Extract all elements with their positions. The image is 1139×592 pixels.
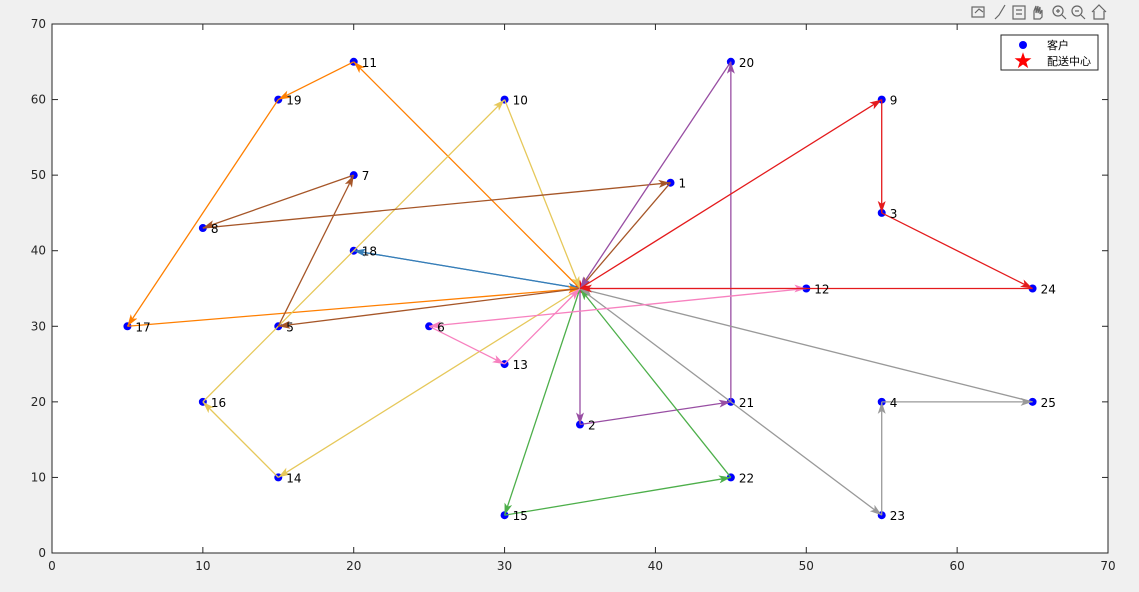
route-segment xyxy=(579,182,672,289)
route-segment xyxy=(126,99,279,327)
legend-marker xyxy=(1014,52,1032,69)
point-label: 25 xyxy=(1041,396,1056,410)
route-segment xyxy=(504,288,581,365)
route-segment xyxy=(202,174,354,229)
point-label: 13 xyxy=(513,358,528,372)
route-segment xyxy=(579,287,883,516)
point-label: 1 xyxy=(679,177,687,191)
x-tick-label: 60 xyxy=(950,559,965,573)
route-segment xyxy=(579,99,883,290)
route-segment xyxy=(277,61,355,101)
point-label: 24 xyxy=(1041,283,1056,297)
point-label: 22 xyxy=(739,471,754,485)
route-segment xyxy=(579,399,731,426)
route-segment xyxy=(579,61,732,289)
legend-label: 客户 xyxy=(1047,38,1069,52)
route-segment xyxy=(202,401,279,478)
route-segment xyxy=(353,61,581,289)
route-segment xyxy=(503,99,581,289)
legend-marker xyxy=(1019,41,1027,49)
x-tick-label: 30 xyxy=(497,559,512,573)
route-segment xyxy=(202,99,506,403)
x-tick-label: 10 xyxy=(195,559,210,573)
route-segment xyxy=(428,325,505,365)
point-label: 3 xyxy=(890,207,898,221)
toolbar-datatip[interactable] xyxy=(1012,5,1026,20)
route-segment xyxy=(504,475,731,516)
y-tick-label: 0 xyxy=(38,546,46,560)
point-label: 7 xyxy=(362,169,370,183)
point-label: 21 xyxy=(739,396,754,410)
route-segment xyxy=(429,287,807,330)
point-label: 6 xyxy=(437,320,445,334)
point-label: 14 xyxy=(286,471,301,485)
x-tick-label: 20 xyxy=(346,559,361,573)
y-tick-label: 20 xyxy=(31,395,46,409)
y-tick-label: 10 xyxy=(31,470,46,484)
point-label: 12 xyxy=(814,283,829,297)
route-segment xyxy=(278,287,581,329)
y-tick-label: 60 xyxy=(31,93,46,107)
y-tick-label: 50 xyxy=(31,168,46,182)
route-segment xyxy=(503,288,581,516)
point-label: 9 xyxy=(890,94,898,108)
point-label: 15 xyxy=(513,509,528,523)
toolbar-zoom-out[interactable] xyxy=(1071,5,1086,20)
point-label: 5 xyxy=(286,320,294,334)
route-segment xyxy=(277,287,581,478)
y-tick-label: 30 xyxy=(31,319,46,333)
point-label: 10 xyxy=(513,94,528,108)
route-segment xyxy=(127,285,581,327)
toolbar xyxy=(971,4,1107,20)
x-tick-label: 50 xyxy=(799,559,814,573)
legend-box xyxy=(1000,34,1099,71)
route-segment xyxy=(579,287,1033,403)
toolbar-zoom-in[interactable] xyxy=(1052,5,1067,20)
point-label: 17 xyxy=(135,320,150,334)
x-tick-label: 40 xyxy=(648,559,663,573)
toolbar-export[interactable] xyxy=(971,6,985,18)
point-label: 20 xyxy=(739,56,754,70)
x-tick-label: 70 xyxy=(1100,559,1115,573)
point-label: 16 xyxy=(211,396,226,410)
toolbar-pan[interactable] xyxy=(1033,5,1043,20)
toolbar-home[interactable] xyxy=(1091,4,1107,20)
point-label: 23 xyxy=(890,509,905,523)
point-label: 18 xyxy=(362,245,377,259)
route-segment xyxy=(353,250,581,291)
point-label: 2 xyxy=(588,419,596,433)
legend-label: 配送中心 xyxy=(1047,54,1091,68)
point-label: 4 xyxy=(890,396,898,410)
y-tick-label: 40 xyxy=(31,244,46,258)
route-segment xyxy=(202,179,671,229)
point-label: 11 xyxy=(362,56,377,70)
axes-box xyxy=(51,23,1109,554)
route-segment xyxy=(579,288,732,478)
toolbar-brush[interactable] xyxy=(994,4,1006,20)
x-tick-label: 0 xyxy=(48,559,56,573)
route-segment xyxy=(277,174,355,327)
y-tick-label: 70 xyxy=(31,17,46,31)
point-label: 19 xyxy=(286,94,301,108)
route-segment xyxy=(881,212,1033,290)
point-label: 8 xyxy=(211,222,219,236)
